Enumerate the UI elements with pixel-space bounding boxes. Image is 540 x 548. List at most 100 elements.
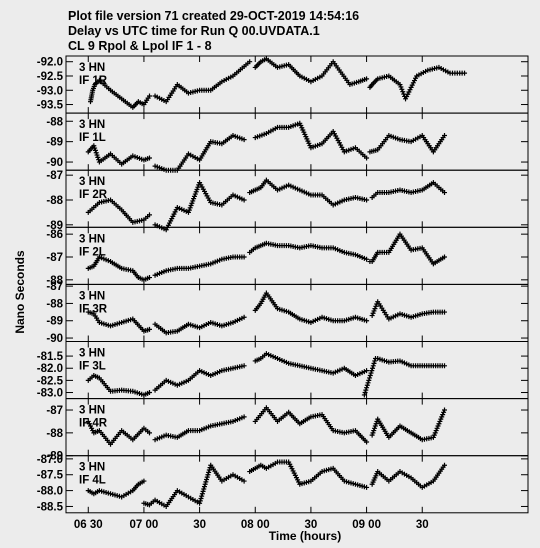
data-point: [364, 76, 370, 82]
data-point: [186, 207, 192, 213]
data-point: [195, 184, 201, 190]
data-point: [364, 155, 370, 161]
station-label: 3 HN: [79, 405, 105, 417]
y-axis-label: Nano Seconds: [13, 250, 27, 334]
data-point: [91, 143, 97, 149]
data-point: [368, 370, 374, 376]
y-tick-label: -88: [46, 428, 63, 440]
y-tick-label: -82.0: [37, 363, 63, 375]
plot-header-line1: Plot file version 71 created 29-OCT-2019…: [68, 9, 359, 23]
data-point: [146, 430, 152, 436]
data-point: [93, 150, 99, 156]
data-point: [372, 423, 378, 429]
data-point: [205, 472, 211, 478]
x-axis-label: Time (hours): [269, 529, 341, 543]
data-point: [369, 368, 375, 374]
data-point: [442, 133, 448, 139]
station-label: 3 HN: [79, 290, 105, 302]
data-point: [372, 306, 378, 312]
y-tick-label: -88: [46, 275, 63, 287]
data-point: [363, 387, 369, 393]
data-point: [366, 377, 372, 383]
data-point: [442, 462, 448, 468]
data-point: [398, 84, 404, 90]
data-point: [372, 358, 378, 364]
data-point: [92, 147, 98, 153]
y-tick-label: -89: [46, 316, 63, 328]
data-point: [146, 212, 152, 218]
x-axis: 06 30 07 00 30 08 00 30 09 00 30: [74, 519, 429, 531]
data-point: [191, 196, 197, 202]
y-tick-label: -92.0: [37, 57, 63, 69]
y-tick-label: -81.5: [37, 351, 64, 363]
y-tick-label: -87: [46, 281, 63, 293]
data-point: [435, 423, 441, 429]
y-tick-label: -89: [46, 451, 63, 463]
data-point: [430, 434, 436, 440]
panel-frame: [65, 398, 529, 457]
data-point: [370, 365, 376, 371]
data-point: [462, 70, 468, 76]
data-point: [431, 432, 437, 438]
x-tick-label: 30: [193, 519, 206, 531]
data-point: [370, 310, 376, 316]
data-point: [197, 500, 203, 506]
data-point: [365, 380, 371, 386]
data-point: [442, 407, 448, 413]
data-point: [364, 385, 370, 391]
data-point: [203, 479, 209, 485]
data-point: [400, 89, 406, 95]
station-label: 3 HN: [79, 348, 105, 360]
if-label: IF 3L: [79, 361, 106, 373]
x-tick-label: 30: [305, 519, 318, 531]
data-point: [369, 432, 375, 438]
data-point: [442, 309, 448, 315]
data-point: [193, 189, 199, 195]
x-tick-label: 30: [416, 519, 429, 531]
data-point: [241, 314, 247, 320]
data-point: [241, 478, 247, 484]
data-point: [94, 152, 100, 158]
station-label: 3 HN: [79, 176, 105, 188]
data-point: [362, 390, 368, 396]
data-point: [241, 254, 247, 260]
data-point: [433, 428, 439, 434]
panel-frame: [65, 455, 529, 514]
data-point: [197, 498, 203, 504]
plot-header-line3: CL 9 Rpol & Lpol IF 1 - 8: [68, 39, 212, 53]
y-tick-label: -83.0: [37, 388, 63, 400]
y-tick-label: -87: [46, 170, 63, 182]
y-tick-label: -82.5: [37, 375, 64, 387]
data-point: [434, 425, 440, 431]
data-point: [364, 382, 370, 388]
data-point: [201, 486, 207, 492]
y-tick-label: -87.5: [37, 470, 64, 482]
data-point: [185, 209, 191, 215]
data-point: [441, 409, 447, 415]
data-point: [440, 412, 446, 418]
data-point: [141, 478, 147, 484]
y-tick-label: -93.5: [37, 100, 64, 112]
if-label: IF 4L: [79, 475, 106, 487]
data-point: [436, 421, 442, 427]
data-point: [146, 275, 152, 281]
data-point: [191, 193, 197, 199]
panel-frame: [65, 169, 529, 228]
if-label: IF 2L: [79, 246, 106, 258]
data-point: [371, 428, 377, 434]
station-label: 3 HN: [79, 233, 105, 245]
if-label: IF 4R: [79, 418, 108, 430]
data-point: [370, 363, 376, 369]
data-point: [397, 82, 403, 88]
data-point: [364, 197, 370, 203]
data-point: [187, 205, 193, 211]
data-point: [96, 157, 102, 163]
data-point: [206, 467, 212, 473]
y-tick-label: -90: [46, 157, 63, 169]
